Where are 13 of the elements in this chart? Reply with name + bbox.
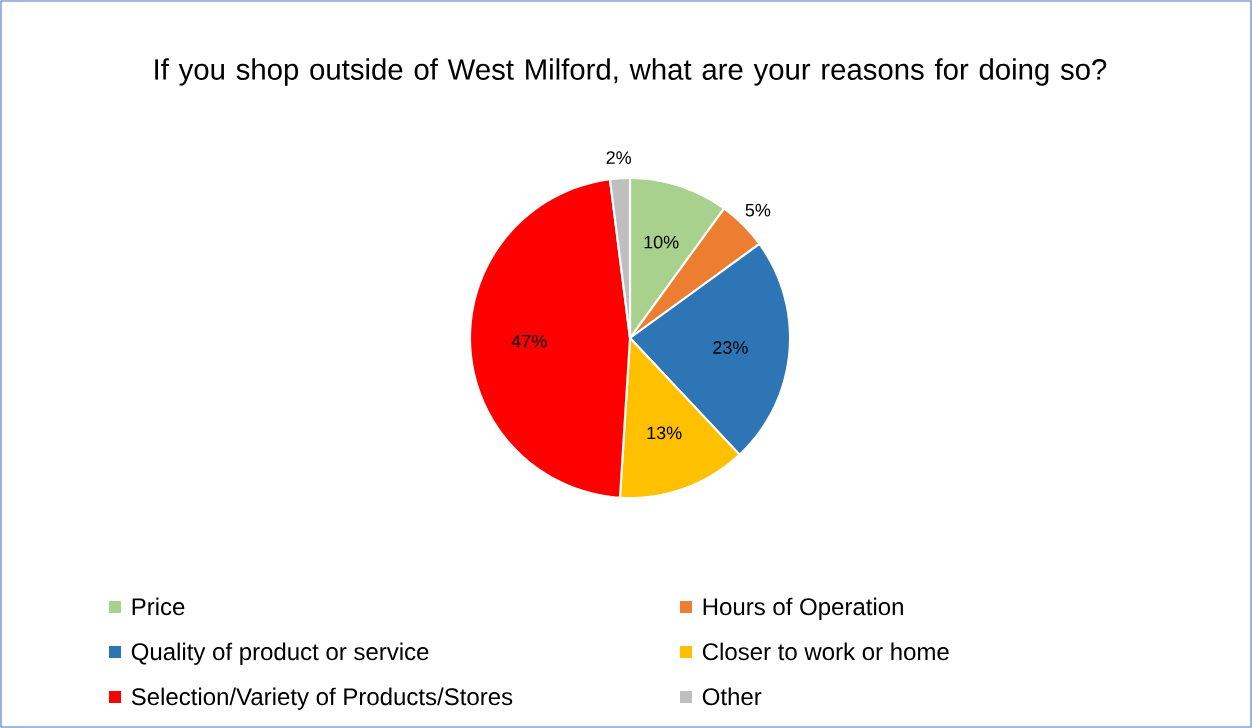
data-label: 5% xyxy=(745,203,771,217)
legend-label: Quality of product or service xyxy=(131,642,429,665)
legend-label: Price xyxy=(132,597,185,616)
legend-label: Selection/Variety of Products/Stores xyxy=(131,687,513,710)
legend-label: Other xyxy=(702,687,762,706)
data-label: 23% xyxy=(713,341,748,354)
data-label: 2% xyxy=(606,151,632,164)
legend-label: Hours of Operation xyxy=(703,597,903,620)
data-label: 13% xyxy=(647,426,682,440)
chart-title: If you shop outside of West Milford, what are your reasons for doing so? xyxy=(155,58,1107,86)
data-label: 10% xyxy=(644,235,679,249)
data-label: 47% xyxy=(511,334,547,348)
legend-label: Closer to work or home xyxy=(702,642,949,661)
